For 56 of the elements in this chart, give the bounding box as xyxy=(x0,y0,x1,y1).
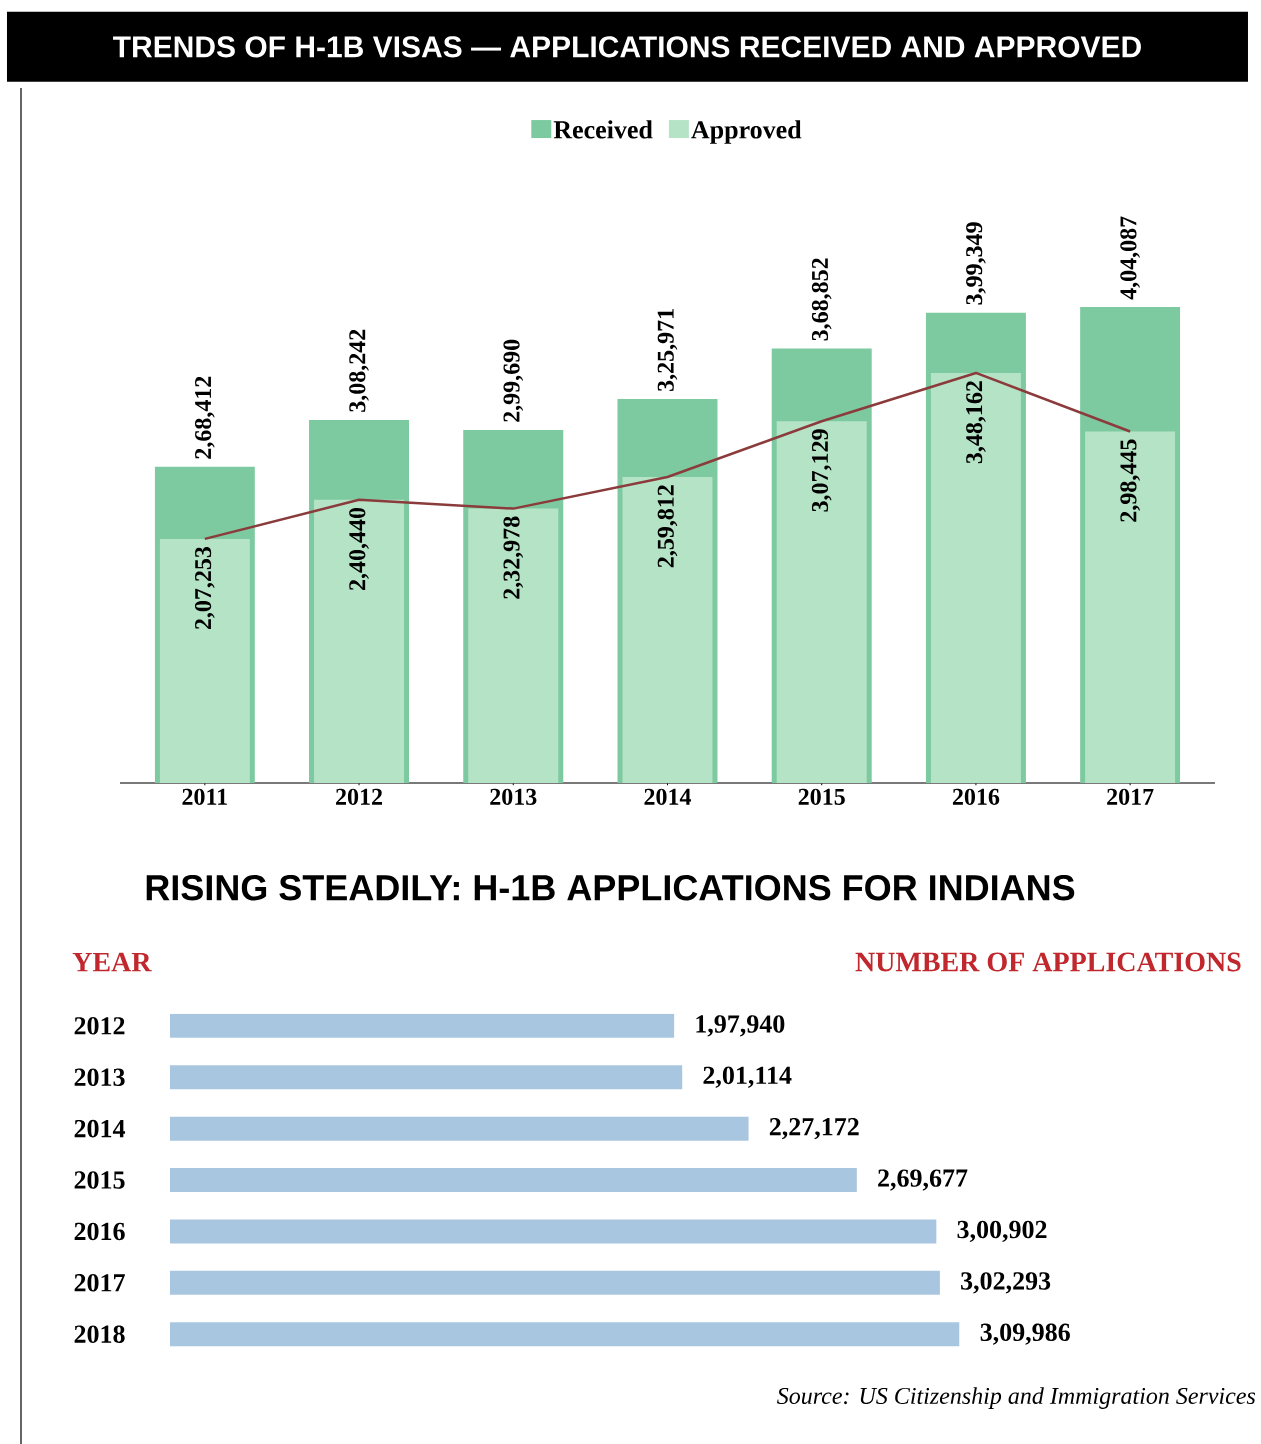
y-tick-label: 2018 xyxy=(74,1325,125,1343)
data-label: 2,27,172 xyxy=(769,1118,859,1140)
data-label: 2,40,440 xyxy=(349,507,369,591)
y-tick-label: 2016 xyxy=(74,1222,125,1241)
text: YEAR xyxy=(72,952,152,972)
bar xyxy=(170,1116,749,1141)
y-tick-label: 2015 xyxy=(74,1171,125,1189)
x-tick-label: 2016 xyxy=(952,788,1000,805)
data-label: 3,00,902 xyxy=(957,1220,1047,1243)
data-label: 2,59,812 xyxy=(657,485,678,568)
data-label: 3,09,986 xyxy=(980,1323,1070,1345)
source-note: Source: US Citizenship and Immigration Services xyxy=(777,1387,1256,1409)
data-label: 2,98,445 xyxy=(1120,439,1140,522)
y-tick-label: 2013 xyxy=(74,1068,125,1087)
bar xyxy=(170,1013,675,1038)
bar xyxy=(1085,431,1176,784)
y-tick-label: 2014 xyxy=(74,1119,126,1138)
data-label: 3,68,852 xyxy=(811,258,832,341)
data-label: 2,69,677 xyxy=(878,1169,968,1191)
bar xyxy=(930,372,1021,784)
data-label: 3,99,349 xyxy=(966,222,986,305)
bar xyxy=(170,1065,683,1090)
x-tick-label: 2013 xyxy=(490,788,537,805)
text: NUMBER OF APPLICATIONS xyxy=(855,952,1241,972)
data-label: 1,97,940 xyxy=(696,1015,785,1037)
chart-title: TRENDS OF H-1B VISAS — APPLICATIONS RECEIVED AND APPROVED xyxy=(113,36,1141,58)
bar xyxy=(622,477,713,784)
x-tick-label: 2015 xyxy=(798,788,845,805)
data-label: 2,01,114 xyxy=(703,1066,792,1088)
x-tick-label: 2011 xyxy=(182,788,227,805)
data-label: 3,07,129 xyxy=(811,429,832,512)
x-tick-label: 2014 xyxy=(644,788,692,805)
bar xyxy=(776,421,867,784)
data-label: 3,08,242 xyxy=(349,329,369,412)
bar xyxy=(170,1270,940,1295)
y-tick-label: 2012 xyxy=(74,1017,125,1035)
bar xyxy=(159,538,250,784)
data-label: 3,25,971 xyxy=(657,309,678,391)
bar xyxy=(170,1219,937,1244)
legend-label: Received xyxy=(553,120,653,139)
bar xyxy=(170,1168,857,1193)
data-label: 3,02,293 xyxy=(961,1272,1051,1294)
data-label: 4,04,087 xyxy=(1120,216,1140,300)
bar xyxy=(468,508,559,784)
data-label: 2,68,412 xyxy=(194,376,215,459)
data-label: 2,99,690 xyxy=(503,339,524,422)
chart-title: RISING STEADILY: H-1B APPLICATIONS FOR INDIANS xyxy=(146,875,1075,901)
x-tick-label: 2017 xyxy=(1107,788,1154,805)
data-label: 2,32,978 xyxy=(503,516,524,599)
x-tick-label: 2012 xyxy=(336,788,382,805)
bar xyxy=(314,499,405,784)
data-label: 2,07,253 xyxy=(194,546,215,630)
bar xyxy=(170,1322,960,1347)
y-tick-label: 2017 xyxy=(74,1274,125,1292)
legend-label: Approved xyxy=(691,120,802,144)
data-label: 3,48,162 xyxy=(966,381,986,464)
